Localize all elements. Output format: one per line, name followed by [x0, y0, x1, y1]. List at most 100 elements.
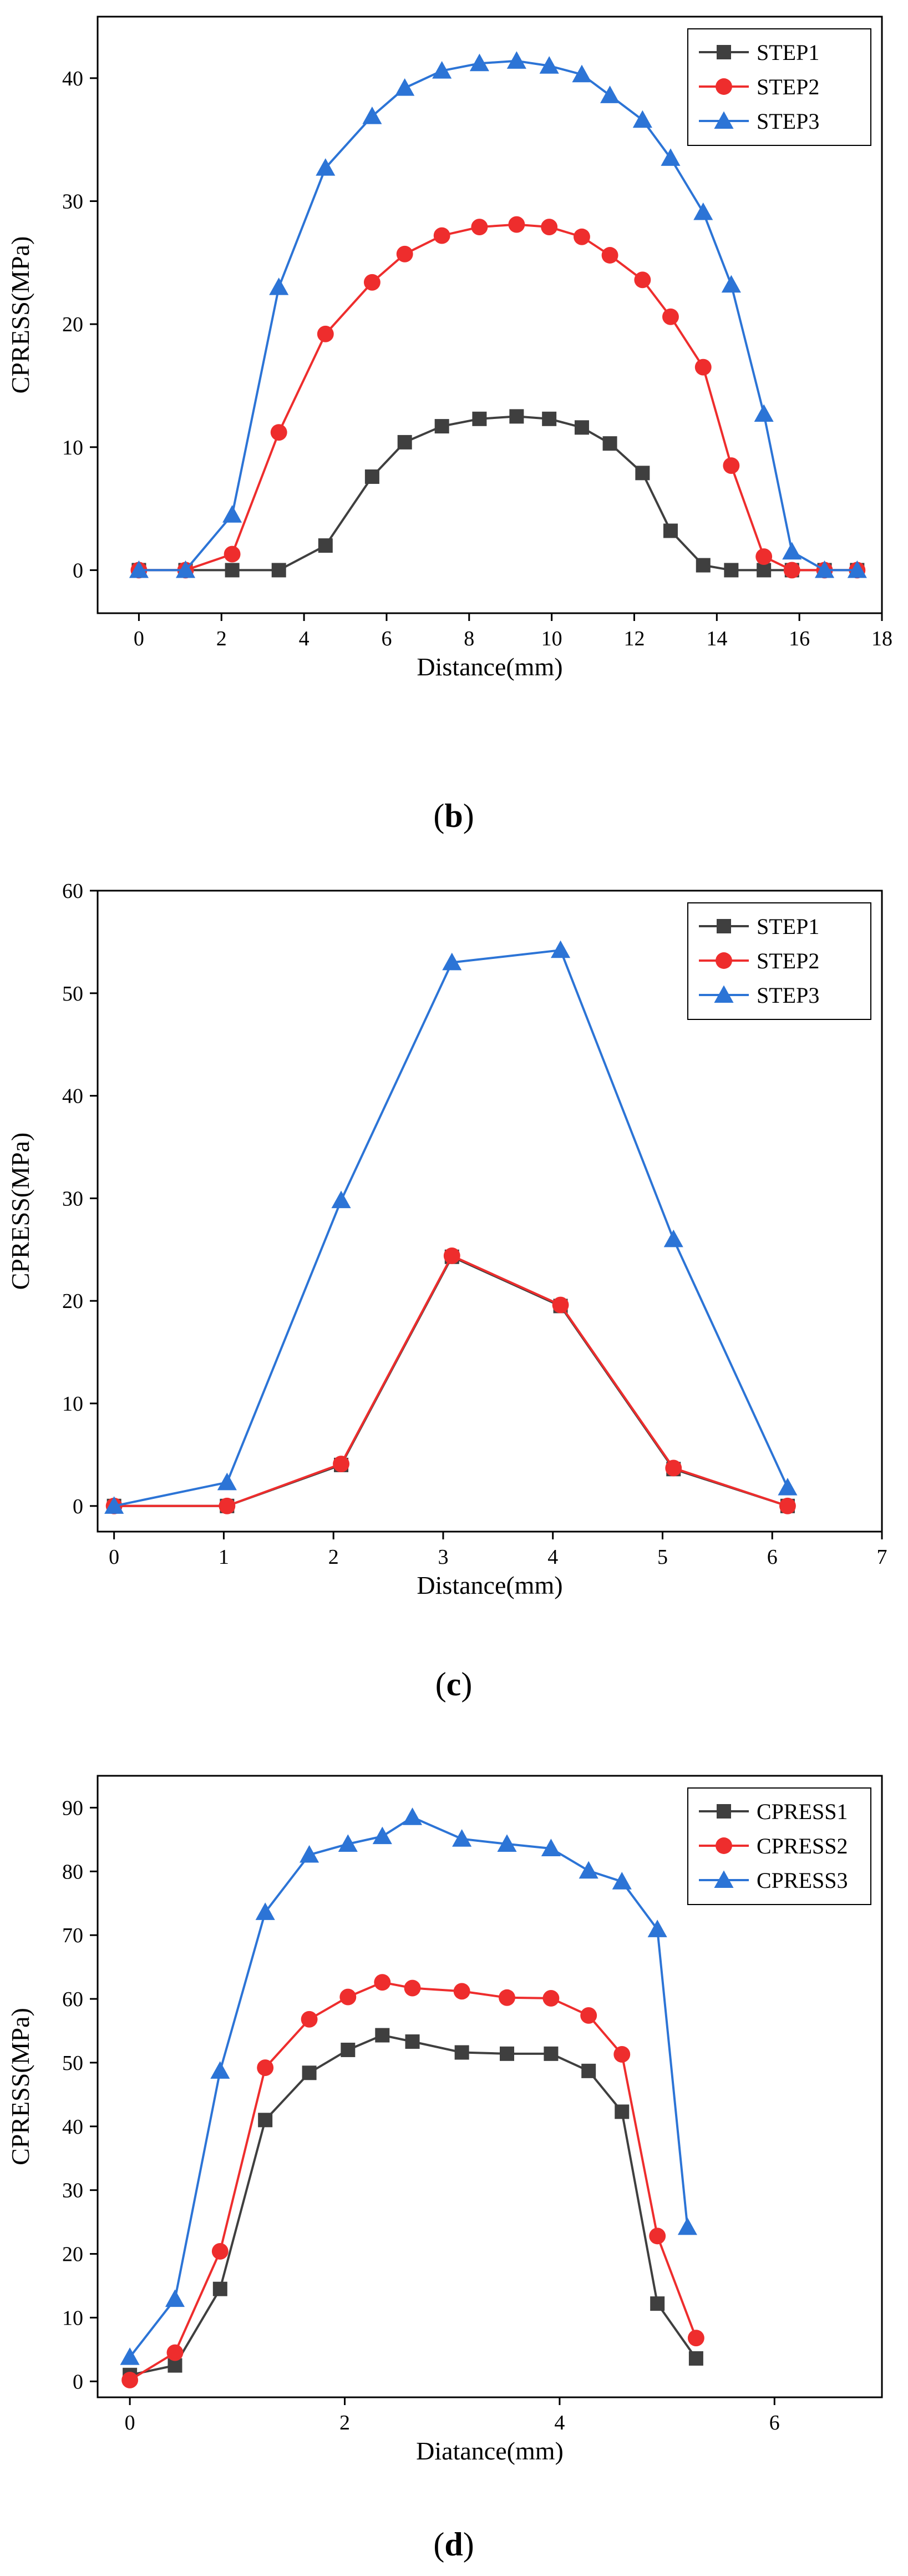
data-point: [687, 2330, 704, 2347]
data-point: [815, 560, 835, 578]
legend-marker: [716, 78, 732, 95]
data-point: [271, 563, 286, 578]
data-point: [542, 411, 557, 426]
data-point: [341, 2042, 356, 2057]
x-tick-label: 14: [706, 627, 727, 650]
x-axis-title: Diatance(mm): [416, 2437, 564, 2465]
x-tick-label: 4: [299, 627, 310, 650]
data-point: [647, 1920, 667, 1937]
x-tick-label: 10: [541, 627, 562, 650]
data-point: [754, 404, 774, 422]
data-point: [580, 2007, 597, 2024]
data-point: [634, 271, 651, 289]
data-point: [499, 1989, 515, 2006]
series-cpress3: [120, 1807, 697, 2365]
data-point: [104, 1496, 124, 1514]
data-point: [581, 2063, 596, 2078]
data-point: [574, 228, 590, 245]
legend-marker: [717, 1804, 731, 1819]
y-axis-title: CPRESS(MPa): [6, 236, 34, 394]
data-point: [375, 2028, 390, 2043]
data-point: [255, 1902, 275, 1920]
legend-marker: [717, 45, 731, 59]
data-point: [508, 216, 525, 233]
data-point: [757, 563, 772, 578]
data-point: [121, 2372, 139, 2388]
data-point: [339, 1988, 357, 2006]
data-point: [497, 1834, 517, 1852]
series-step3: [129, 51, 867, 578]
y-tick-label: 80: [62, 1860, 83, 1883]
data-point: [338, 1834, 358, 1852]
x-tick-label: 7: [877, 1545, 887, 1569]
series-step2: [130, 216, 866, 579]
x-tick-label: 2: [339, 2411, 350, 2434]
legend-label: STEP3: [757, 109, 819, 134]
data-point: [724, 563, 739, 578]
data-point: [258, 2113, 273, 2128]
data-point: [301, 2011, 318, 2028]
y-tick-label: 20: [62, 2243, 83, 2266]
data-point: [847, 560, 867, 578]
panel-label-d: (d): [433, 2526, 474, 2563]
legend-label: STEP1: [757, 40, 819, 65]
data-point: [782, 542, 802, 560]
y-tick-label: 40: [62, 67, 83, 90]
data-point: [397, 435, 412, 449]
x-tick-label: 8: [464, 627, 474, 650]
legend-label: CPRESS3: [757, 1868, 848, 1893]
plot-frame: [97, 890, 883, 1533]
data-point: [270, 424, 287, 441]
series-step3: [104, 940, 798, 1514]
data-point: [395, 78, 415, 96]
legend-label: STEP1: [757, 914, 819, 939]
chart-d: 0 2 4 60102030405060708090Diatance(mm)CPRES…: [6, 1775, 883, 2465]
data-point: [601, 247, 618, 264]
data-point: [454, 2045, 469, 2060]
y-tick-label: 20: [62, 1290, 83, 1313]
data-point: [661, 148, 681, 166]
x-tick-label: 6: [767, 1545, 778, 1569]
data-point: [613, 2046, 631, 2063]
data-point: [552, 1296, 569, 1314]
data-point: [612, 1872, 632, 1890]
data-point: [257, 2059, 274, 2077]
legend-marker: [714, 985, 734, 1003]
y-tick-label: 90: [62, 1796, 83, 1820]
y-tick-label: 40: [62, 1085, 83, 1108]
data-point: [443, 1247, 460, 1264]
data-point: [663, 523, 678, 538]
data-point: [396, 245, 413, 262]
data-point: [755, 548, 773, 565]
data-point: [224, 545, 241, 563]
data-point: [363, 274, 381, 291]
data-point: [364, 469, 379, 484]
data-point: [579, 1861, 598, 1879]
y-tick-label: 0: [73, 559, 83, 582]
legend-label: STEP2: [757, 74, 819, 99]
x-tick-label: 3: [438, 1545, 448, 1569]
legend-label: CPRESS2: [757, 1833, 848, 1858]
x-tick-label: 18: [871, 627, 892, 650]
x-tick-label: 16: [789, 627, 810, 650]
data-point: [317, 325, 334, 342]
data-point: [362, 106, 382, 124]
y-tick-label: 0: [73, 2370, 83, 2393]
data-point: [318, 538, 333, 553]
data-point: [551, 940, 571, 958]
data-point: [600, 85, 620, 103]
x-tick-label: 6: [769, 2411, 780, 2434]
data-point: [433, 227, 450, 244]
x-tick-label: 2: [216, 627, 227, 650]
series-cpress2: [121, 1974, 704, 2388]
data-point: [269, 277, 289, 295]
chart-panel-d: 0 2 4 60102030405060708090Diatance(mm)CPRES…: [6, 1775, 883, 2563]
x-tick-label: 4: [554, 2411, 565, 2434]
data-point: [300, 1845, 319, 1863]
data-point: [694, 358, 712, 376]
data-point: [452, 1829, 472, 1847]
data-point: [374, 1974, 391, 1991]
data-point: [665, 1459, 682, 1477]
